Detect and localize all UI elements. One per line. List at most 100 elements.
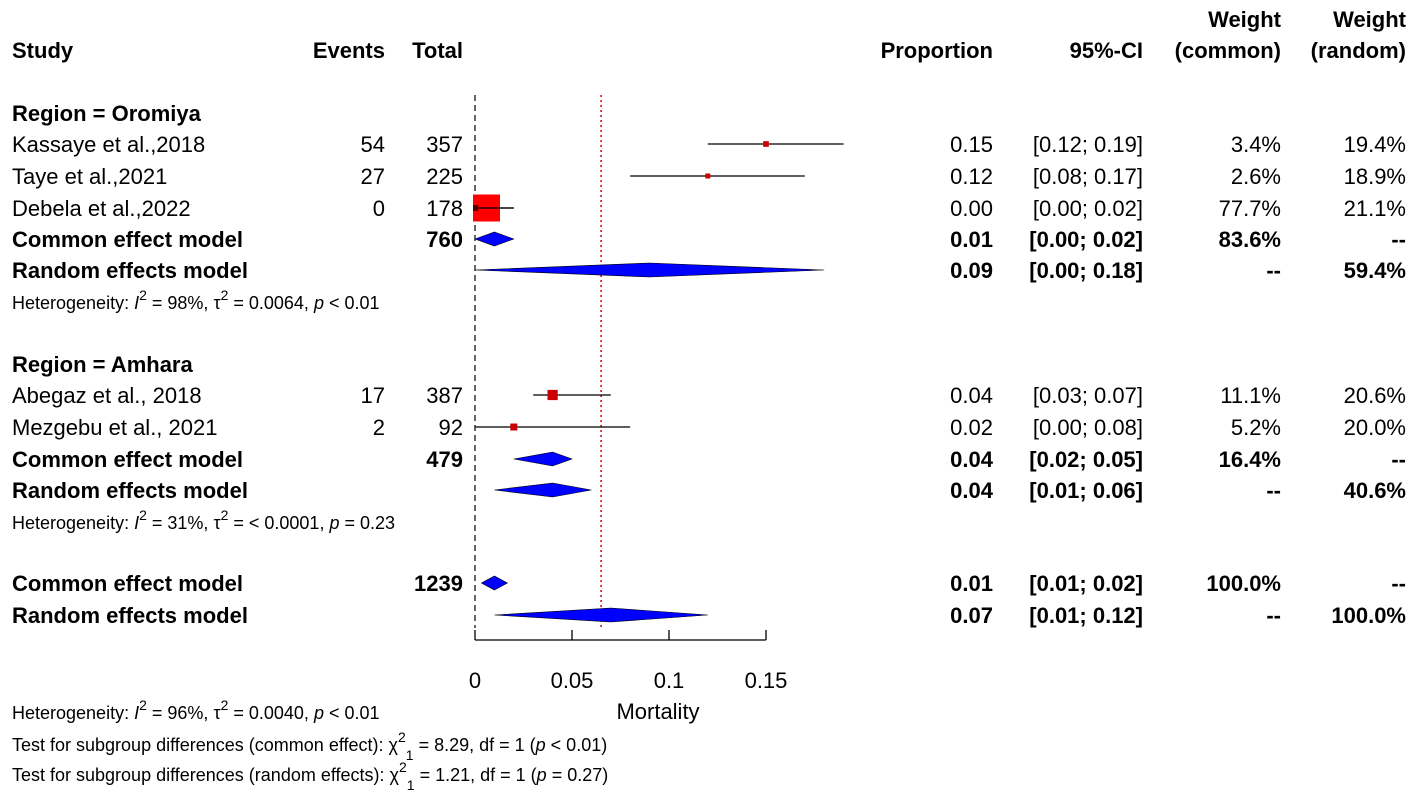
- header-study: Study: [12, 38, 74, 63]
- header-weight-random-1: Weight: [1333, 7, 1407, 32]
- random-model-weight-common: --: [1266, 478, 1281, 503]
- het-p-value: < 0.01: [324, 293, 380, 313]
- study-proportion: 0.00: [950, 196, 993, 221]
- study-weight-random: 19.4%: [1344, 132, 1406, 157]
- random-model-proportion: 0.04: [950, 478, 994, 503]
- common-model-weight-random: --: [1391, 227, 1406, 252]
- subgroup-test-common-chi-symbol: χ: [389, 735, 399, 755]
- random-model-row: Random effects model 0.09 [0.00; 0.18] -- 59…: [12, 258, 1406, 283]
- overall-common-model-total: 1239: [414, 571, 463, 596]
- study-name: Mezgebu et al., 2021: [12, 415, 217, 440]
- study-weight-common: 11.1%: [1220, 383, 1281, 408]
- overall-random-model-label: Random effects model: [12, 603, 248, 628]
- study-weight-random: 18.9%: [1344, 164, 1406, 189]
- study-weight-common: 5.2%: [1231, 415, 1281, 440]
- common-model-row: Common effect model 760 0.01 [0.00; 0.02] 83…: [12, 227, 1406, 252]
- overall-random-model-row: Random effects model 0.07 [0.01; 0.12] -- 10…: [12, 603, 1406, 628]
- het-prefix: Heterogeneity:: [12, 513, 134, 533]
- random-model-row: Random effects model 0.04 [0.01; 0.06] -- 40…: [12, 478, 1406, 503]
- study-row: Abegaz et al., 2018 17 387 0.04 [0.03; 0.07]…: [12, 383, 1406, 408]
- overall-common-model-proportion: 0.01: [950, 571, 993, 596]
- study-ci: [0.03; 0.07]: [1033, 383, 1143, 408]
- common-model-weight-random: --: [1391, 447, 1406, 472]
- overall-random-model-ci: [0.01; 0.12]: [1029, 603, 1143, 628]
- common-model-label: Common effect model: [12, 227, 243, 252]
- random-model-ci: [0.01; 0.06]: [1029, 478, 1143, 503]
- common-model-ci: [0.02; 0.05]: [1029, 447, 1143, 472]
- study-name: Debela et al.,2022: [12, 196, 191, 221]
- common-model-diamond: [513, 451, 573, 467]
- study-weight-random: 21.1%: [1344, 196, 1406, 221]
- subgroup-test-common-prefix: Test for subgroup differences (common ef…: [12, 735, 389, 755]
- study-events: 2: [373, 415, 385, 440]
- study-events: 17: [361, 383, 385, 408]
- het-p-value: < 0.01: [324, 703, 380, 723]
- heterogeneity-text: Heterogeneity: I2 = 31%, τ2 = < 0.0001, …: [12, 507, 395, 533]
- subgroup-test-random-chi-superscript: 2: [399, 759, 407, 775]
- overall-common-model-label: Common effect model: [12, 571, 243, 596]
- x-axis-tick-label: 0.15: [745, 668, 788, 693]
- study-weight-square: [547, 389, 558, 401]
- random-model-proportion: 0.09: [950, 258, 993, 283]
- subgroup-test-common-p-symbol: p: [535, 735, 546, 755]
- study-name: Kassaye et al.,2018: [12, 132, 205, 157]
- study-row: Taye et al.,2021 27 225 0.12 [0.08; 0.17] 2.6…: [12, 164, 1406, 189]
- study-weight-common: 77.7%: [1219, 196, 1281, 221]
- common-model-total: 479: [426, 447, 463, 472]
- header-weight-random-2: (random): [1311, 38, 1406, 63]
- study-total: 225: [426, 164, 463, 189]
- study-weight-common: 2.6%: [1231, 164, 1281, 189]
- heterogeneity-text: Heterogeneity: I2 = 98%, τ2 = 0.0064, p …: [12, 287, 380, 313]
- random-model-weight-random: 40.6%: [1344, 478, 1406, 503]
- subgroup-test-random: Test for subgroup differences (random ef…: [12, 759, 608, 793]
- het-tau-superscript: 2: [221, 697, 229, 713]
- het-i2-value: = 96%,: [147, 703, 214, 723]
- study-row: Debela et al.,2022 0 178 0.00 [0.00; 0.02] 77…: [12, 194, 1406, 222]
- overall-common-model-diamond: [480, 575, 509, 591]
- study-events: 54: [361, 132, 385, 157]
- common-model-proportion: 0.04: [950, 447, 994, 472]
- common-model-label: Common effect model: [12, 447, 243, 472]
- het-tau-value: = 0.0040,: [228, 703, 314, 723]
- x-axis-tick-label: 0.1: [654, 668, 685, 693]
- overall-random-model-weight-common: --: [1266, 603, 1281, 628]
- het-i2-symbol: I: [134, 703, 139, 723]
- random-model-weight-common: --: [1266, 258, 1281, 283]
- common-model-ci: [0.00; 0.02]: [1029, 227, 1143, 252]
- heterogeneity-text: Heterogeneity: I2 = 96%, τ2 = 0.0040, p …: [12, 697, 380, 723]
- plot-reference-lines: [474, 95, 602, 628]
- het-tau-superscript: 2: [221, 507, 229, 523]
- random-model-label: Random effects model: [12, 478, 248, 503]
- header-weight-common-1: Weight: [1208, 7, 1282, 32]
- study-weight-square: [510, 423, 518, 431]
- subgroup-test-random-chi-symbol: χ: [390, 765, 400, 785]
- x-axis-tick-label: 0.05: [551, 668, 594, 693]
- het-i2-symbol: I: [134, 513, 139, 533]
- subgroup-test-common-p-value: < 0.01): [546, 735, 608, 755]
- het-i2-superscript: 2: [139, 697, 147, 713]
- study-name: Taye et al.,2021: [12, 164, 167, 189]
- random-model-label: Random effects model: [12, 258, 248, 283]
- random-model-weight-random: 59.4%: [1344, 258, 1406, 283]
- het-p-symbol: p: [313, 293, 324, 313]
- header-row: Study Events Total Proportion 95%-CI Wei…: [12, 7, 1407, 63]
- het-tau-symbol: τ: [213, 703, 220, 723]
- header-ci: 95%-CI: [1070, 38, 1143, 63]
- study-proportion: 0.04: [950, 383, 993, 408]
- study-total: 357: [426, 132, 463, 157]
- study-ci: [0.08; 0.17]: [1033, 164, 1143, 189]
- study-weight-random: 20.6%: [1344, 383, 1406, 408]
- common-model-proportion: 0.01: [950, 227, 993, 252]
- study-name: Abegaz et al., 2018: [12, 383, 202, 408]
- overall-common-model-weight-random: --: [1391, 571, 1406, 596]
- subgroup-test-random-p-symbol: p: [536, 765, 547, 785]
- study-weight-square: [763, 141, 769, 147]
- het-i2-superscript: 2: [139, 287, 147, 303]
- subgroup-test-common: Test for subgroup differences (common ef…: [12, 729, 607, 763]
- study-ci: [0.00; 0.08]: [1033, 415, 1143, 440]
- study-weight-random: 20.0%: [1344, 415, 1406, 440]
- het-i2-superscript: 2: [139, 507, 147, 523]
- study-ci: [0.00; 0.02]: [1033, 196, 1143, 221]
- study-events: 27: [361, 164, 385, 189]
